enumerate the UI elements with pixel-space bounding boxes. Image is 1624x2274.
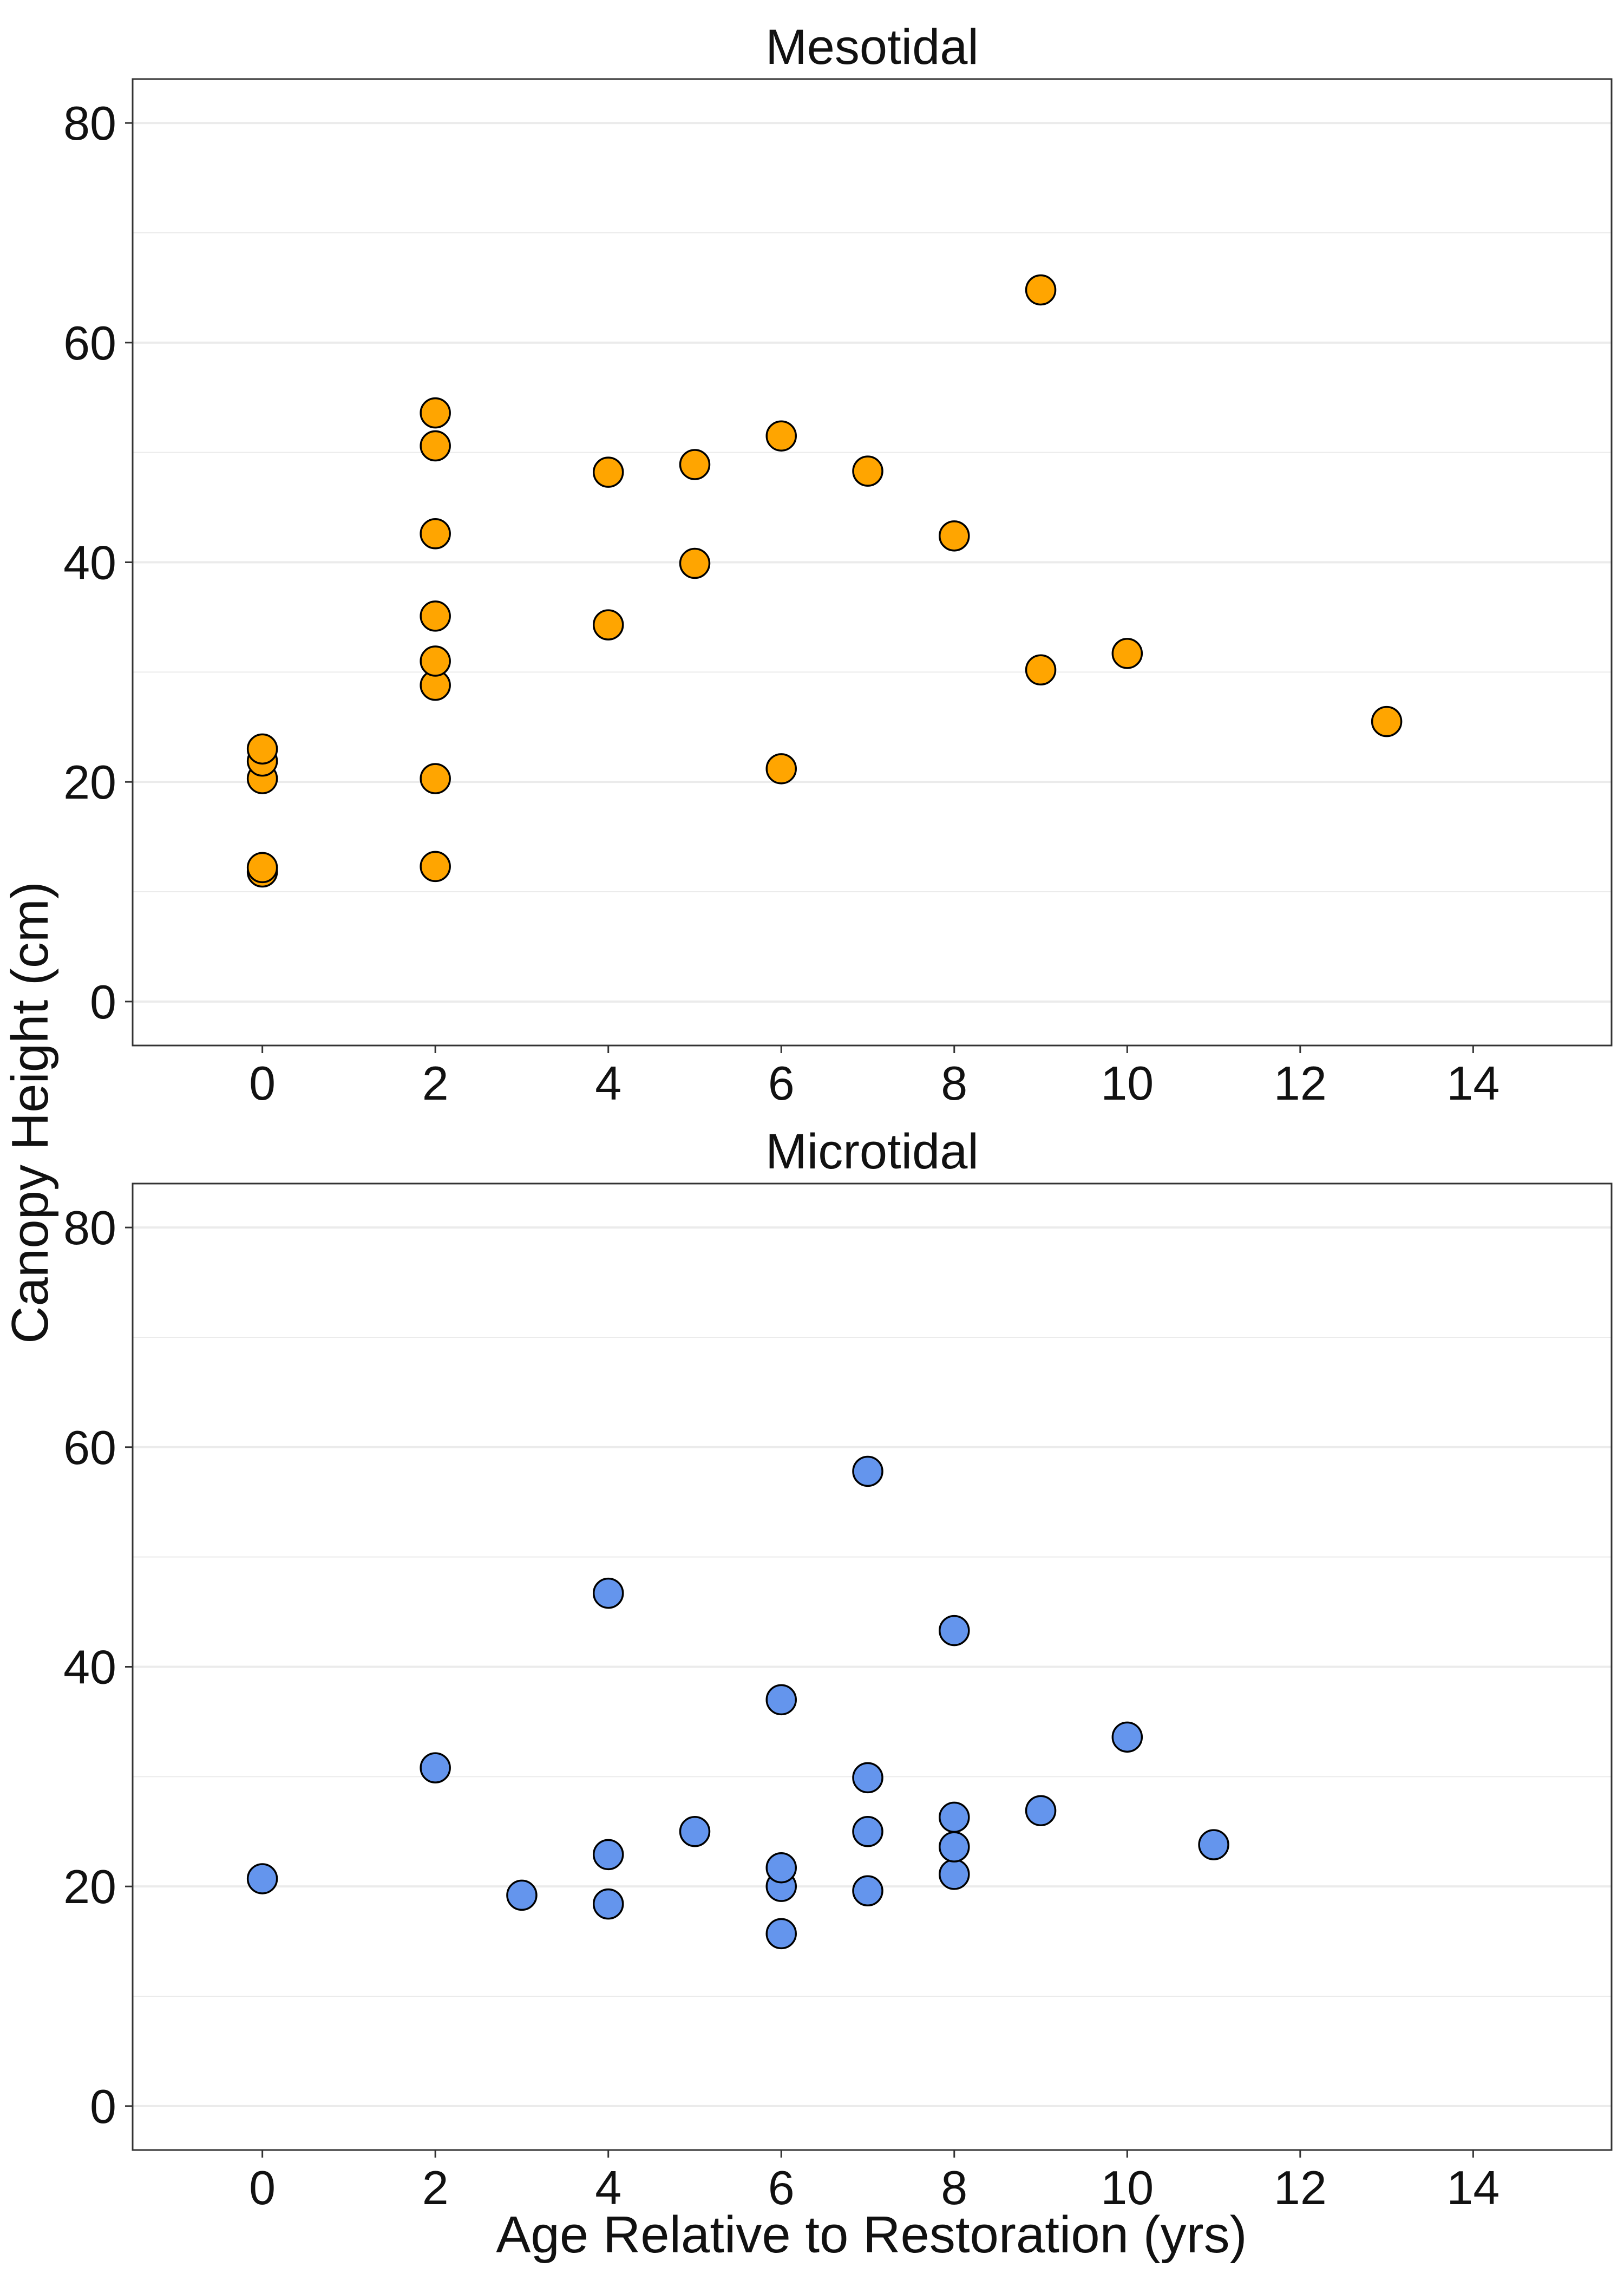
y-tick-label: 0 — [90, 2080, 116, 2133]
x-tick-label: 12 — [1274, 2161, 1327, 2214]
data-point — [765, 1852, 797, 1884]
x-tick-label: 10 — [1101, 2161, 1154, 2214]
data-point — [420, 851, 451, 883]
x-tick-label: 6 — [768, 2161, 795, 2214]
y-axis-ticks: 0 20 40 60 80 — [63, 96, 133, 1029]
data-point — [679, 547, 711, 579]
data-point — [592, 1839, 624, 1871]
data-point — [592, 1577, 624, 1609]
x-axis-label: Age Relative to Restoration (yrs) — [496, 2206, 1247, 2264]
x-tick-label: 12 — [1274, 1056, 1327, 1110]
x-tick-label: 8 — [941, 1056, 967, 1110]
data-point — [420, 430, 451, 462]
data-point — [420, 600, 451, 632]
data-point — [939, 1859, 970, 1890]
y-tick-label: 20 — [63, 755, 116, 809]
data-point — [420, 645, 451, 677]
x-tick-label: 2 — [422, 1056, 449, 1110]
y-tick-label: 40 — [63, 1641, 116, 1694]
data-point — [939, 1615, 970, 1646]
data-point — [420, 763, 451, 794]
y-tick-label: 80 — [63, 96, 116, 150]
data-point — [852, 1816, 883, 1847]
data-point — [765, 1684, 797, 1716]
data-point — [246, 1863, 278, 1894]
data-point — [679, 1816, 711, 1847]
panel-title: Microtidal — [765, 1124, 979, 1179]
x-tick-label: 6 — [768, 1056, 795, 1110]
x-tick-label: 0 — [249, 2161, 276, 2214]
x-tick-label: 10 — [1101, 1056, 1154, 1110]
x-tick-label: 14 — [1446, 2161, 1499, 2214]
y-tick-label: 60 — [63, 1421, 116, 1474]
panel-gridlines — [133, 122, 1612, 1003]
panel-points — [246, 274, 1403, 888]
data-point — [1371, 705, 1403, 737]
y-tick-label: 20 — [63, 1860, 116, 1913]
panel-points — [246, 1455, 1229, 1950]
data-point — [1111, 1721, 1143, 1753]
y-axis-ticks: 0 20 40 60 80 — [63, 1201, 133, 2133]
data-point — [592, 1888, 624, 1920]
y-axis-label: Canopy Height (cm) — [1, 881, 59, 1344]
data-point — [1111, 638, 1143, 669]
data-point — [1025, 1795, 1057, 1826]
x-axis-ticks: 0 2 4 6 8 10 12 14 — [249, 1045, 1499, 1110]
x-axis-ticks: 0 2 4 6 8 10 12 14 — [249, 2150, 1499, 2214]
data-point — [679, 449, 711, 480]
data-point — [765, 753, 797, 785]
x-tick-label: 4 — [595, 1056, 621, 1110]
data-point — [506, 1879, 538, 1911]
x-tick-label: 4 — [595, 2161, 621, 2214]
panel-microtidal: 0 20 40 60 80 0 2 4 6 8 10 12 14 Microtidal — [63, 1124, 1613, 2214]
panel-title: Mesotidal — [765, 19, 979, 75]
y-tick-label: 0 — [90, 975, 116, 1029]
y-tick-label: 60 — [63, 316, 116, 370]
x-tick-label: 0 — [249, 1056, 276, 1110]
data-point — [246, 852, 278, 884]
x-tick-label: 2 — [422, 2161, 449, 2214]
x-tick-label: 8 — [941, 2161, 967, 2214]
data-point — [1198, 1829, 1229, 1860]
data-point — [939, 1801, 970, 1833]
data-point — [852, 455, 883, 487]
data-point — [765, 1918, 797, 1950]
y-tick-label: 80 — [63, 1201, 116, 1254]
y-tick-label: 40 — [63, 536, 116, 590]
panel-mesotidal: 0 20 40 60 80 0 2 4 6 8 10 12 14 Mesotidal — [63, 19, 1613, 1110]
data-point — [939, 1831, 970, 1863]
data-point — [852, 1875, 883, 1907]
data-point — [420, 1752, 451, 1783]
data-point — [852, 1455, 883, 1487]
data-point — [592, 609, 624, 641]
data-point — [420, 397, 451, 429]
data-point — [246, 733, 278, 765]
data-point — [852, 1762, 883, 1794]
data-point — [1025, 274, 1057, 306]
data-point — [765, 420, 797, 452]
data-point — [939, 520, 970, 552]
data-point — [592, 456, 624, 488]
data-point — [1025, 654, 1057, 686]
data-point — [420, 518, 451, 550]
x-tick-label: 14 — [1446, 1056, 1499, 1110]
